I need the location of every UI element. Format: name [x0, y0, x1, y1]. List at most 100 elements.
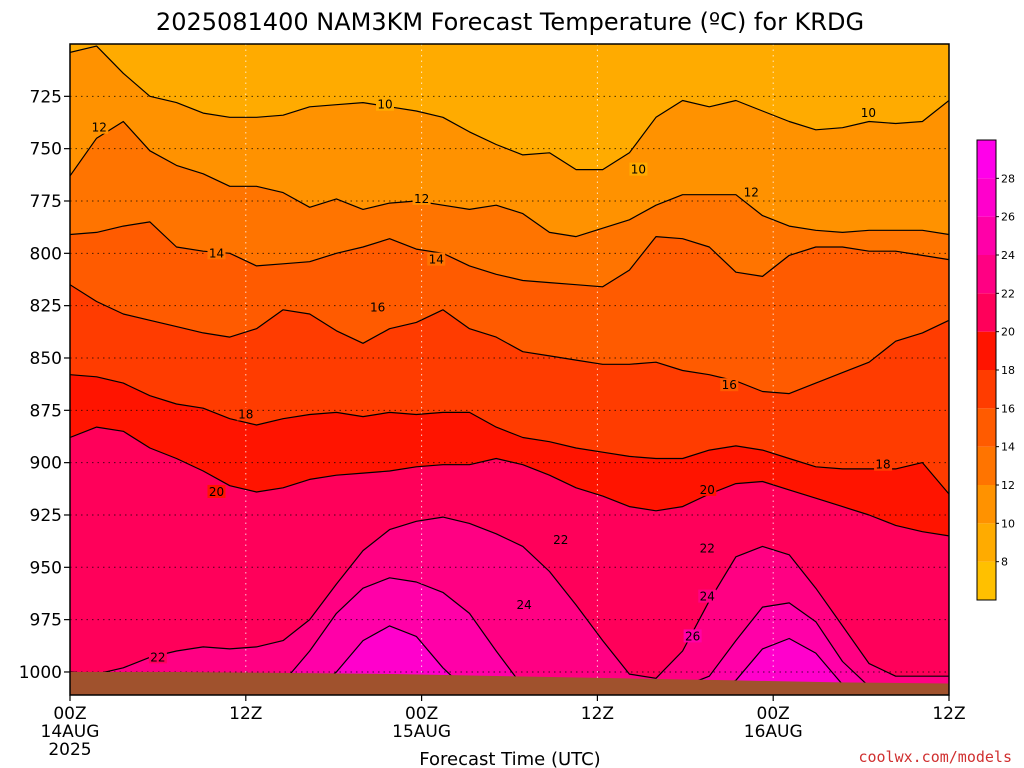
isotherm-label-16: 16: [370, 301, 385, 315]
colorbar-swatch: [977, 370, 996, 409]
isotherm-label-22: 22: [700, 541, 715, 555]
isotherm-label-18: 18: [238, 408, 253, 422]
isotherm-label-bg: [412, 191, 431, 205]
colorbar-swatch: [977, 446, 996, 485]
isotherm-label-bg: [427, 252, 446, 266]
isotherm-label-bg: [874, 457, 893, 471]
x-tick-label: 12Z: [581, 704, 614, 724]
isotherm-label-bg: [742, 185, 761, 199]
isotherm-22: [70, 516, 949, 679]
isotherm-label-bg: [698, 541, 717, 555]
x-tick-label: 16AUG: [744, 722, 803, 742]
plot-frame: [69, 43, 950, 696]
isotherm-label-bg: [551, 533, 570, 547]
y-axis: 725 750 775 800 825 850 875 900 925 950 975 1000: [19, 87, 70, 683]
isotherm-label-16: 16: [722, 378, 737, 392]
colorbar-tick-label: 20: [1001, 326, 1015, 339]
y-tick-label: 725: [30, 87, 62, 107]
isotherm-label-26: 26: [685, 629, 700, 643]
isotherm-16: [70, 284, 949, 395]
colorbar-swatch: [977, 561, 996, 600]
colorbar-swatch: [977, 255, 996, 294]
isotherm-label-20: 20: [209, 485, 224, 499]
colorbar-swatch: [977, 485, 996, 524]
x-tick-label: 00Z: [405, 704, 438, 724]
isotherm-label-bg: [629, 162, 648, 176]
isotherm-label-bg: [148, 650, 167, 664]
isotherm-label-bg: [375, 97, 394, 111]
colorbar-swatch: [977, 178, 996, 217]
colorbar-tick-label: 14: [1001, 441, 1015, 454]
isotherm-label-10: 10: [377, 98, 392, 112]
isotherm-label-22: 22: [150, 650, 165, 664]
y-tick-label: 925: [30, 506, 62, 526]
x-tick-label: 15AUG: [392, 722, 451, 742]
colorbar-tick-label: 18: [1001, 364, 1015, 377]
colorbar-tick-label: 10: [1001, 517, 1015, 530]
isotherm-18: [70, 374, 949, 495]
isotherm-label-12: 12: [414, 192, 429, 206]
isotherm-labels: 10 10 10 12 12 12 14 14 16 16 18 18 20 20 22 22 22 24 24 26: [90, 97, 893, 664]
fill-band-24: [70, 577, 949, 695]
y-tick-label: 950: [30, 558, 62, 578]
colorbar-tick-label: 28: [1001, 172, 1015, 185]
x-tick-label: 2025: [48, 740, 91, 760]
x-axis-label: Forecast Time (UTC): [419, 749, 600, 768]
colorbar-tick-label: 16: [1001, 402, 1015, 415]
isotherm-label-14: 14: [429, 253, 444, 267]
y-tick-label: 775: [30, 192, 62, 212]
isotherm-label-12: 12: [92, 121, 107, 135]
isotherm-label-bg: [683, 629, 702, 643]
y-tick-label: 850: [30, 349, 62, 369]
colorbar-swatch: [977, 523, 996, 562]
x-tick-label: 00Z: [757, 704, 790, 724]
colorbar-tick-label: 22: [1001, 287, 1015, 300]
isotherm-lines: [70, 45, 949, 694]
colorbar-tick-label: 12: [1001, 479, 1015, 492]
y-tick-label: 800: [30, 244, 62, 264]
isotherm-label-bg: [236, 407, 255, 421]
isotherm-label-24: 24: [700, 590, 715, 604]
isotherm-label-10: 10: [861, 106, 876, 120]
colorbar-tick-label: 24: [1001, 249, 1015, 262]
watermark: coolwx.com/models: [858, 748, 1012, 766]
ground-surface: [70, 672, 949, 695]
y-tick-label: 825: [30, 297, 62, 317]
x-tick-label: 12Z: [932, 704, 965, 724]
y-tick-label: 750: [30, 140, 62, 160]
colorbar-swatch: [977, 293, 996, 332]
x-tick-label: 12Z: [229, 704, 262, 724]
isotherm-label-24: 24: [517, 598, 532, 612]
isotherm-label-14: 14: [209, 246, 224, 260]
isotherm-10: [70, 45, 949, 171]
isotherm-20: [70, 426, 949, 537]
gridlines: [70, 44, 949, 695]
isotherm-12: [70, 120, 949, 238]
y-tick-label: 975: [30, 611, 62, 631]
isotherm-label-bg: [207, 484, 226, 498]
isotherm-label-10: 10: [631, 163, 646, 177]
y-tick-label: 1000: [19, 663, 62, 683]
colorbar-tick-label: 8: [1001, 556, 1008, 569]
y-tick-label: 900: [30, 454, 62, 474]
isotherm-label-bg: [859, 106, 878, 120]
isotherm-label-12: 12: [744, 186, 759, 200]
isotherm-label-bg: [368, 300, 387, 314]
colorbar-swatch: [977, 408, 996, 447]
temperature-fill-layers: [70, 44, 949, 695]
isotherm-label-bg: [720, 378, 739, 392]
y-tick-label: 875: [30, 401, 62, 421]
x-tick-label: 14AUG: [41, 722, 100, 742]
colorbar-tick-label: 26: [1001, 211, 1015, 224]
chart-title: 2025081400 NAM3KM Forecast Temperature (…: [156, 8, 864, 36]
isotherm-label-bg: [90, 120, 109, 134]
isotherm-label-20: 20: [700, 483, 715, 497]
isotherm-label-22: 22: [553, 533, 568, 547]
isotherm-label-bg: [207, 246, 226, 260]
x-tick-label: 00Z: [53, 704, 86, 724]
colorbar-swatch: [977, 140, 996, 179]
isotherm-label-bg: [515, 597, 534, 611]
colorbar-swatch: [977, 331, 996, 370]
